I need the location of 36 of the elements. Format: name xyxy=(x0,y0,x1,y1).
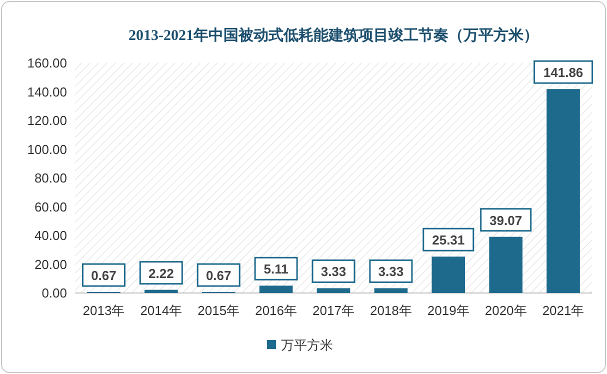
bar xyxy=(316,288,350,293)
x-tick-label: 2015年 xyxy=(198,303,240,318)
x-tick-label: 2017年 xyxy=(312,303,354,318)
chart-title: 2013-2021年中国被动式低耗能建筑项目竣工节奏（万平方米） xyxy=(128,26,538,44)
y-tick-label: 60.00 xyxy=(34,199,67,214)
data-label: 0.67 xyxy=(206,268,232,284)
data-label: 141.86 xyxy=(543,65,584,80)
bar xyxy=(546,89,580,293)
x-tick-label: 2014年 xyxy=(140,303,182,318)
bar xyxy=(432,256,466,293)
data-label: 3.33 xyxy=(378,264,404,280)
bar xyxy=(489,236,522,293)
data-label: 39.07 xyxy=(490,212,522,228)
x-tick-label: 2018年 xyxy=(370,303,412,318)
x-tick-label: 2019年 xyxy=(427,303,470,318)
y-tick-label: 40.00 xyxy=(34,228,67,243)
data-label: 2.22 xyxy=(148,266,174,281)
bar xyxy=(374,288,408,293)
data-label: 25.31 xyxy=(432,232,465,248)
data-label: 5.11 xyxy=(264,262,288,277)
y-tick-label: 0.00 xyxy=(42,286,67,300)
x-tick-label: 2020年 xyxy=(484,303,527,318)
legend-label: 万平方米 xyxy=(281,338,333,352)
y-tick-label: 140.00 xyxy=(27,84,67,100)
data-label: 3.33 xyxy=(320,264,346,280)
x-tick-label: 2021年 xyxy=(542,303,584,318)
y-tick-label: 120.00 xyxy=(27,113,67,128)
y-tick-label: 160.00 xyxy=(27,56,67,70)
y-tick-label: 100.00 xyxy=(27,142,67,157)
y-tick-label: 20.00 xyxy=(34,256,67,272)
x-tick-label: 2013年 xyxy=(82,303,125,318)
bar xyxy=(259,286,293,293)
data-label: 0.67 xyxy=(91,268,116,284)
bar xyxy=(144,290,178,293)
x-tick-label: 2016年 xyxy=(255,303,298,318)
y-tick-label: 80.00 xyxy=(34,170,67,186)
